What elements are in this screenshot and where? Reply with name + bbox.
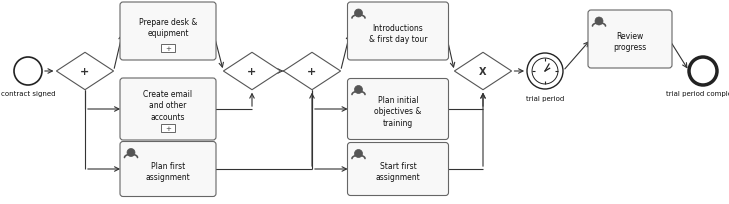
Polygon shape xyxy=(223,53,281,90)
Polygon shape xyxy=(284,53,340,90)
FancyBboxPatch shape xyxy=(120,142,216,196)
Circle shape xyxy=(354,150,362,158)
Text: +: + xyxy=(165,46,171,52)
Text: contract signed: contract signed xyxy=(1,91,55,96)
FancyBboxPatch shape xyxy=(161,45,175,53)
FancyBboxPatch shape xyxy=(120,79,216,140)
Text: Create email
and other
accounts: Create email and other accounts xyxy=(144,90,192,121)
Text: +: + xyxy=(247,67,257,77)
FancyBboxPatch shape xyxy=(348,3,448,61)
Text: Introductions
& first day tour: Introductions & first day tour xyxy=(369,24,427,44)
Text: +: + xyxy=(80,67,90,77)
Polygon shape xyxy=(454,53,512,90)
Circle shape xyxy=(354,86,362,94)
FancyBboxPatch shape xyxy=(161,124,175,133)
Text: +: + xyxy=(165,125,171,131)
Circle shape xyxy=(127,149,135,157)
Polygon shape xyxy=(56,53,114,90)
FancyBboxPatch shape xyxy=(348,79,448,140)
Text: Review
progress: Review progress xyxy=(613,32,647,52)
FancyBboxPatch shape xyxy=(348,143,448,196)
Circle shape xyxy=(527,54,563,90)
Text: trial period complete: trial period complete xyxy=(666,91,729,96)
FancyBboxPatch shape xyxy=(588,11,672,69)
Circle shape xyxy=(689,58,717,86)
Circle shape xyxy=(354,10,362,18)
Text: Prepare desk &
equipment: Prepare desk & equipment xyxy=(139,18,197,38)
Text: Plan initial
objectives &
training: Plan initial objectives & training xyxy=(374,96,421,127)
Text: Plan first
assignment: Plan first assignment xyxy=(146,161,190,181)
Circle shape xyxy=(532,59,558,84)
Text: +: + xyxy=(308,67,316,77)
Text: trial period: trial period xyxy=(526,95,564,102)
Text: X: X xyxy=(479,67,487,77)
Circle shape xyxy=(14,58,42,86)
Text: Start first
assignment: Start first assignment xyxy=(375,161,421,181)
FancyBboxPatch shape xyxy=(120,3,216,61)
Circle shape xyxy=(595,18,603,26)
